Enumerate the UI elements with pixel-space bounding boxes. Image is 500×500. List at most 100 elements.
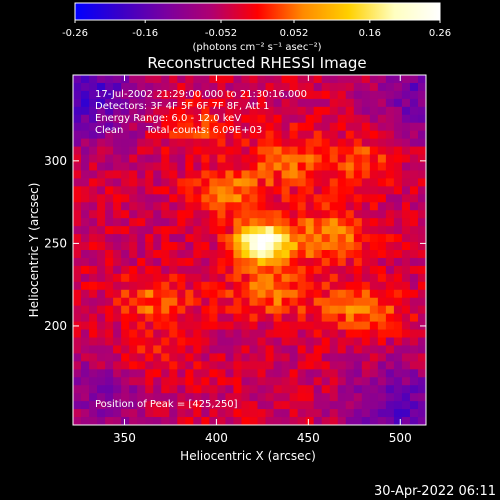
heatmap-cell	[289, 409, 299, 418]
heatmap-cell	[321, 210, 331, 219]
heatmap-cell	[217, 226, 226, 235]
heatmap-cell	[137, 409, 146, 418]
heatmap-cell	[345, 345, 355, 354]
heatmap-cell	[297, 369, 307, 378]
heatmap-cell	[177, 265, 186, 275]
heatmap-cell	[329, 305, 339, 315]
heatmap-cell	[193, 329, 202, 338]
heatmap-cell	[401, 194, 411, 203]
heatmap-cell	[305, 82, 315, 92]
heatmap-cell	[393, 130, 403, 140]
heatmap-cell	[345, 289, 355, 299]
heatmap-cell	[233, 186, 242, 195]
heatmap-cell	[153, 393, 162, 402]
heatmap-cell	[289, 281, 299, 291]
heatmap-cell	[113, 353, 122, 362]
heatmap-cell	[161, 210, 170, 219]
heatmap-cell	[345, 250, 355, 259]
heatmap-cell	[97, 385, 106, 394]
heatmap-cell	[201, 289, 210, 299]
heatmap-cell	[353, 186, 363, 195]
heatmap-cell	[185, 321, 194, 330]
heatmap-cell	[305, 313, 315, 322]
heatmap-cell	[417, 345, 427, 354]
heatmap-cell	[281, 218, 291, 227]
heatmap-cell	[97, 106, 106, 116]
heatmap-cell	[113, 257, 122, 267]
heatmap-cell	[105, 409, 114, 418]
heatmap-cell	[297, 385, 307, 394]
heatmap-cell	[177, 393, 186, 402]
heatmap-cell	[129, 98, 138, 108]
heatmap-cell	[137, 289, 146, 299]
heatmap-cell	[297, 401, 307, 410]
heatmap-cell	[281, 170, 291, 179]
heatmap-cell	[401, 265, 411, 275]
heatmap-cell	[305, 329, 315, 338]
heatmap-cell	[121, 409, 130, 418]
heatmap-cell	[153, 257, 162, 267]
heatmap-cell	[137, 297, 146, 307]
heatmap-cell	[385, 210, 395, 219]
heatmap-cell	[369, 170, 379, 179]
heatmap-cell	[129, 210, 138, 219]
heatmap-cell	[89, 154, 98, 163]
heatmap-cell	[369, 162, 379, 171]
heatmap-cell	[281, 154, 291, 163]
heatmap-cell	[185, 90, 194, 100]
heatmap-cell	[361, 194, 371, 203]
heatmap-cell	[257, 178, 266, 187]
heatmap-cell	[73, 281, 82, 291]
heatmap-cell	[177, 170, 186, 179]
heatmap-cell	[177, 226, 186, 235]
heatmap-cell	[401, 82, 411, 92]
heatmap-cell	[97, 377, 106, 386]
heatmap-cell	[385, 130, 395, 140]
heatmap-cell	[233, 210, 242, 219]
heatmap-cell	[337, 138, 347, 147]
heatmap-cell	[209, 242, 218, 251]
heatmap-cell	[137, 122, 146, 132]
heatmap-cell	[73, 313, 82, 322]
heatmap-cell	[353, 202, 363, 211]
heatmap-cell	[361, 369, 371, 378]
heatmap-cell	[257, 289, 266, 299]
heatmap-cell	[353, 353, 363, 362]
heatmap-cell	[145, 170, 154, 179]
heatmap-cell	[313, 98, 323, 108]
colorbar-gradient	[74, 2, 441, 21]
heatmap-cell	[137, 393, 146, 402]
heatmap-cell	[313, 353, 323, 362]
heatmap-cell	[169, 234, 178, 243]
heatmap-cell	[353, 162, 363, 171]
heatmap-cell	[97, 409, 106, 418]
heatmap-cell	[305, 234, 315, 243]
heatmap-cell	[393, 234, 403, 243]
heatmap-cell	[225, 361, 234, 370]
heatmap-cell	[297, 409, 307, 418]
heatmap-cell	[249, 345, 258, 354]
heatmap-cell	[217, 75, 226, 84]
heatmap-cell	[193, 361, 202, 370]
heatmap-cell	[241, 401, 250, 410]
heatmap-cell	[97, 75, 106, 84]
heatmap-cell	[169, 257, 178, 267]
heatmap-cell	[401, 202, 411, 211]
heatmap-cell	[233, 98, 242, 108]
heatmap-cell	[185, 305, 194, 315]
heatmap-cell	[121, 234, 130, 243]
heatmap-cell	[185, 75, 194, 84]
heatmap-cell	[201, 242, 210, 251]
heatmap-cell	[89, 289, 98, 299]
heatmap-cell	[81, 321, 90, 330]
heatmap-cell	[257, 186, 266, 195]
heatmap-cell	[89, 313, 98, 322]
heatmap-cell	[225, 90, 234, 100]
heatmap-cell	[281, 321, 291, 330]
heatmap-cell	[345, 281, 355, 291]
heatmap-cell	[97, 154, 106, 163]
heatmap-cell	[297, 417, 307, 426]
heatmap-cell	[369, 313, 379, 322]
y-tick-label: 300	[44, 154, 67, 168]
heatmap-cell	[409, 218, 419, 227]
